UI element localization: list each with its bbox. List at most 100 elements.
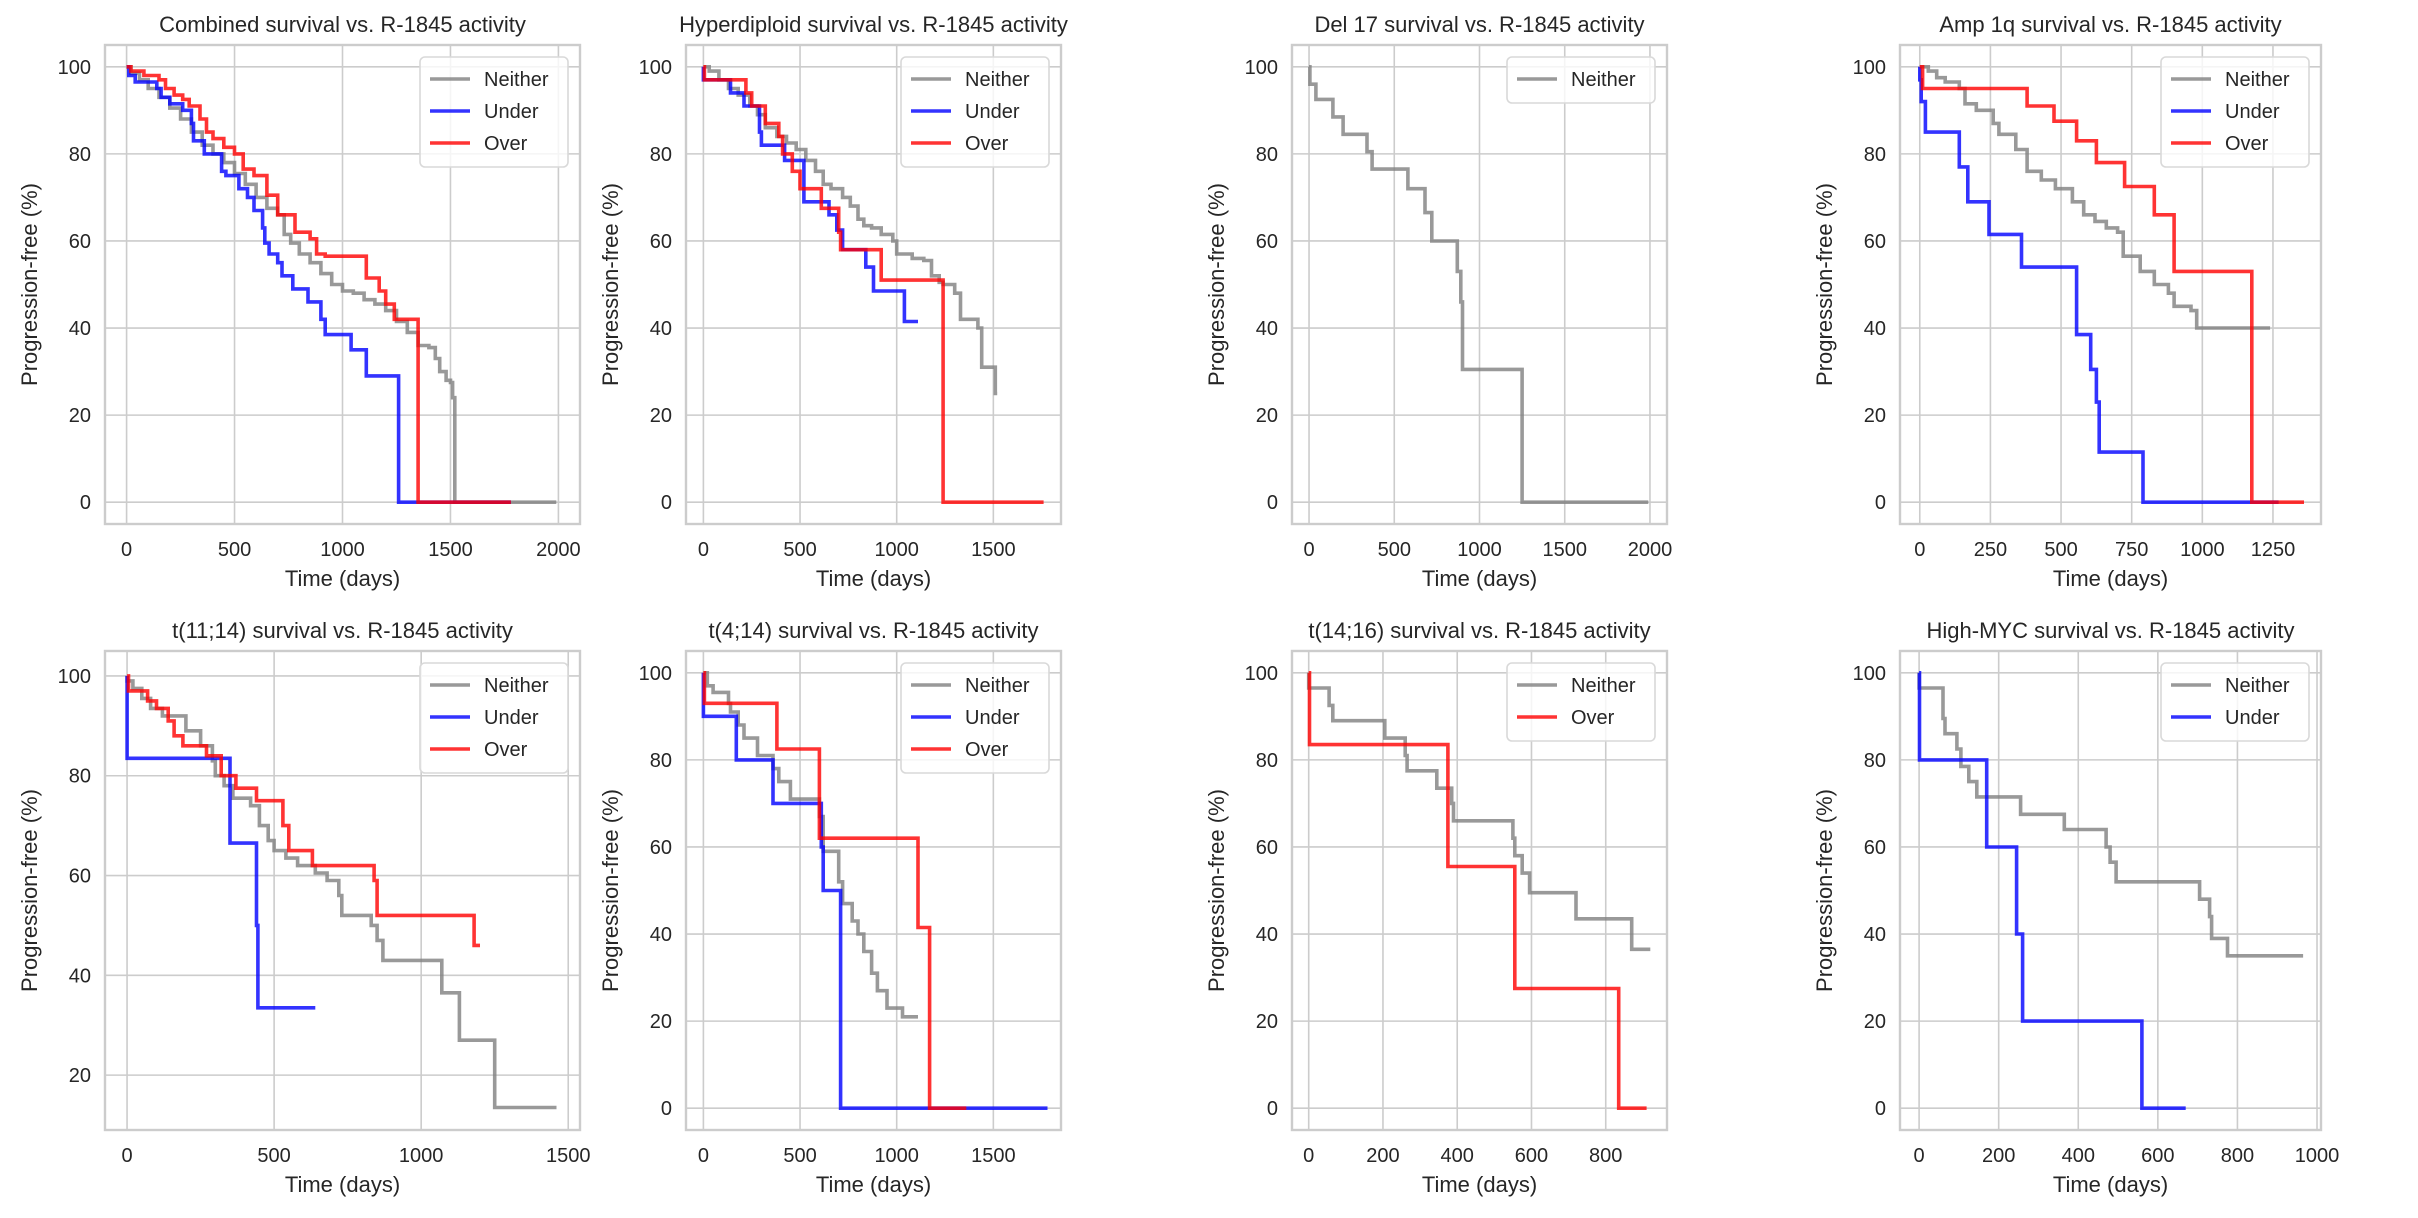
x-tick-label: 1000 (320, 539, 365, 561)
chart-title: Amp 1q survival vs. R-1845 activity (1939, 12, 2281, 37)
series-line-under (701, 66, 918, 324)
y-tick-label: 100 (1853, 57, 1886, 79)
x-tick-label: 600 (2141, 1145, 2174, 1167)
legend: Neither Over (1506, 662, 1656, 742)
legend-box (900, 662, 1050, 774)
series-line-under (126, 65, 511, 504)
legend-label: Neither (965, 69, 1030, 91)
legend-label: Over (1571, 707, 1615, 729)
legend-label: Neither (484, 675, 549, 697)
y-tick-label: 40 (69, 318, 91, 340)
y-tick-label: 60 (1864, 231, 1886, 253)
x-tick-label: 800 (2221, 1145, 2254, 1167)
axes-frame (1290, 649, 1669, 1132)
y-axis-label: Progression-free (%) (17, 789, 42, 992)
y-tick-label: 40 (1864, 318, 1886, 340)
legend-box (1506, 56, 1656, 104)
x-tick-label: 1000 (2295, 1145, 2340, 1167)
legend-box (900, 56, 1050, 168)
legend: Neither Under Over (2160, 56, 2310, 168)
legend: Neither Under Over (419, 56, 569, 168)
chart-svg: High-MYC survival vs. R-1845 activity 0 20… (1812, 618, 2340, 1197)
axes-frame (684, 649, 1063, 1132)
x-axis-label: Time (days) (816, 1172, 931, 1197)
chart-panel: Hyperdiploid survival vs. R-1845 activit… (598, 0, 1208, 609)
x-tick-label: 250 (1974, 539, 2007, 561)
legend-label: Neither (484, 69, 549, 91)
x-axis-label: Time (days) (816, 566, 931, 591)
series-line-under (125, 675, 316, 1010)
x-tick-label: 1000 (874, 1145, 919, 1167)
x-axis-label: Time (days) (285, 566, 400, 591)
legend-label: Over (484, 739, 528, 761)
legend-label: Over (2225, 133, 2269, 155)
chart-title: t(11;14) survival vs. R-1845 activity (172, 618, 513, 643)
y-tick-label: 0 (1875, 1098, 1886, 1120)
series-line-over (126, 65, 511, 504)
y-tick-label: 0 (80, 492, 91, 514)
axes-frame (684, 43, 1063, 526)
x-tick-label: 1250 (2251, 539, 2296, 561)
y-tick-label: 20 (1256, 1011, 1278, 1033)
legend-label: Over (965, 739, 1009, 761)
y-tick-label: 80 (1864, 750, 1886, 772)
y-tick-label: 60 (650, 231, 672, 253)
axes-frame (103, 43, 582, 526)
chart-title: Combined survival vs. R-1845 activity (159, 12, 526, 37)
chart-title: Hyperdiploid survival vs. R-1845 activit… (679, 12, 1068, 37)
legend-label: Under (965, 707, 1020, 729)
series-line-under (701, 672, 1048, 1110)
axes-frame (103, 649, 582, 1132)
y-tick-label: 100 (58, 666, 91, 688)
x-tick-label: 500 (257, 1145, 290, 1167)
x-tick-label: 1500 (971, 539, 1016, 561)
x-axis-label: Time (days) (285, 1172, 400, 1197)
x-tick-label: 2000 (1628, 539, 1673, 561)
y-axis-label: Progression-free (%) (598, 789, 623, 992)
y-axis-label: Progression-free (%) (598, 183, 623, 386)
legend: Neither (1506, 56, 1656, 104)
x-tick-label: 500 (783, 1145, 816, 1167)
x-axis-label: Time (days) (1422, 1172, 1537, 1197)
legend-box (419, 56, 569, 168)
chart-panel: Amp 1q survival vs. R-1845 activity 0 250 5… (1812, 0, 2416, 609)
x-tick-label: 0 (1303, 539, 1314, 561)
y-tick-label: 60 (650, 837, 672, 859)
x-tick-label: 1000 (399, 1145, 444, 1167)
chart-panel: Combined survival vs. R-1845 activity 0 50… (0, 0, 604, 609)
y-tick-label: 60 (69, 866, 91, 888)
x-tick-label: 0 (698, 1145, 709, 1167)
legend-label: Neither (2225, 69, 2290, 91)
chart-title: Del 17 survival vs. R-1845 activity (1314, 12, 1644, 37)
x-tick-label: 800 (1589, 1145, 1622, 1167)
y-tick-label: 20 (69, 405, 91, 427)
x-tick-label: 0 (121, 1145, 132, 1167)
y-tick-label: 40 (1256, 318, 1278, 340)
chart-svg: Del 17 survival vs. R-1845 activity 0 500 1… (1204, 12, 1673, 591)
legend-label: Under (2225, 101, 2280, 123)
chart-panel: High-MYC survival vs. R-1845 activity 0 20… (1812, 606, 2416, 1215)
y-tick-label: 20 (1256, 405, 1278, 427)
legend-box (2160, 56, 2310, 168)
legend-label: Under (484, 707, 539, 729)
x-tick-label: 0 (121, 539, 132, 561)
chart-svg: Amp 1q survival vs. R-1845 activity 0 250 5… (1812, 12, 2323, 591)
x-tick-label: 200 (1366, 1145, 1399, 1167)
legend-label: Under (965, 101, 1020, 123)
y-axis-label: Progression-free (%) (1812, 789, 1837, 992)
y-tick-label: 100 (58, 57, 91, 79)
x-tick-label: 1000 (1457, 539, 1502, 561)
x-tick-label: 0 (1303, 1145, 1314, 1167)
y-tick-label: 40 (1864, 924, 1886, 946)
series-line-over (126, 674, 480, 948)
legend-box (419, 662, 569, 774)
chart-svg: t(14;16) survival vs. R-1845 activity 0 20… (1204, 618, 1669, 1197)
chart-panel: Del 17 survival vs. R-1845 activity 0 500 1… (1204, 0, 1812, 609)
x-tick-label: 600 (1515, 1145, 1548, 1167)
x-tick-label: 400 (1441, 1145, 1474, 1167)
legend: Neither Under Over (900, 56, 1050, 168)
chart-svg: t(11;14) survival vs. R-1845 activity 0 50… (17, 618, 590, 1197)
legend-label: Neither (1571, 675, 1636, 697)
legend-box (1506, 662, 1656, 742)
y-tick-label: 100 (1245, 663, 1278, 685)
